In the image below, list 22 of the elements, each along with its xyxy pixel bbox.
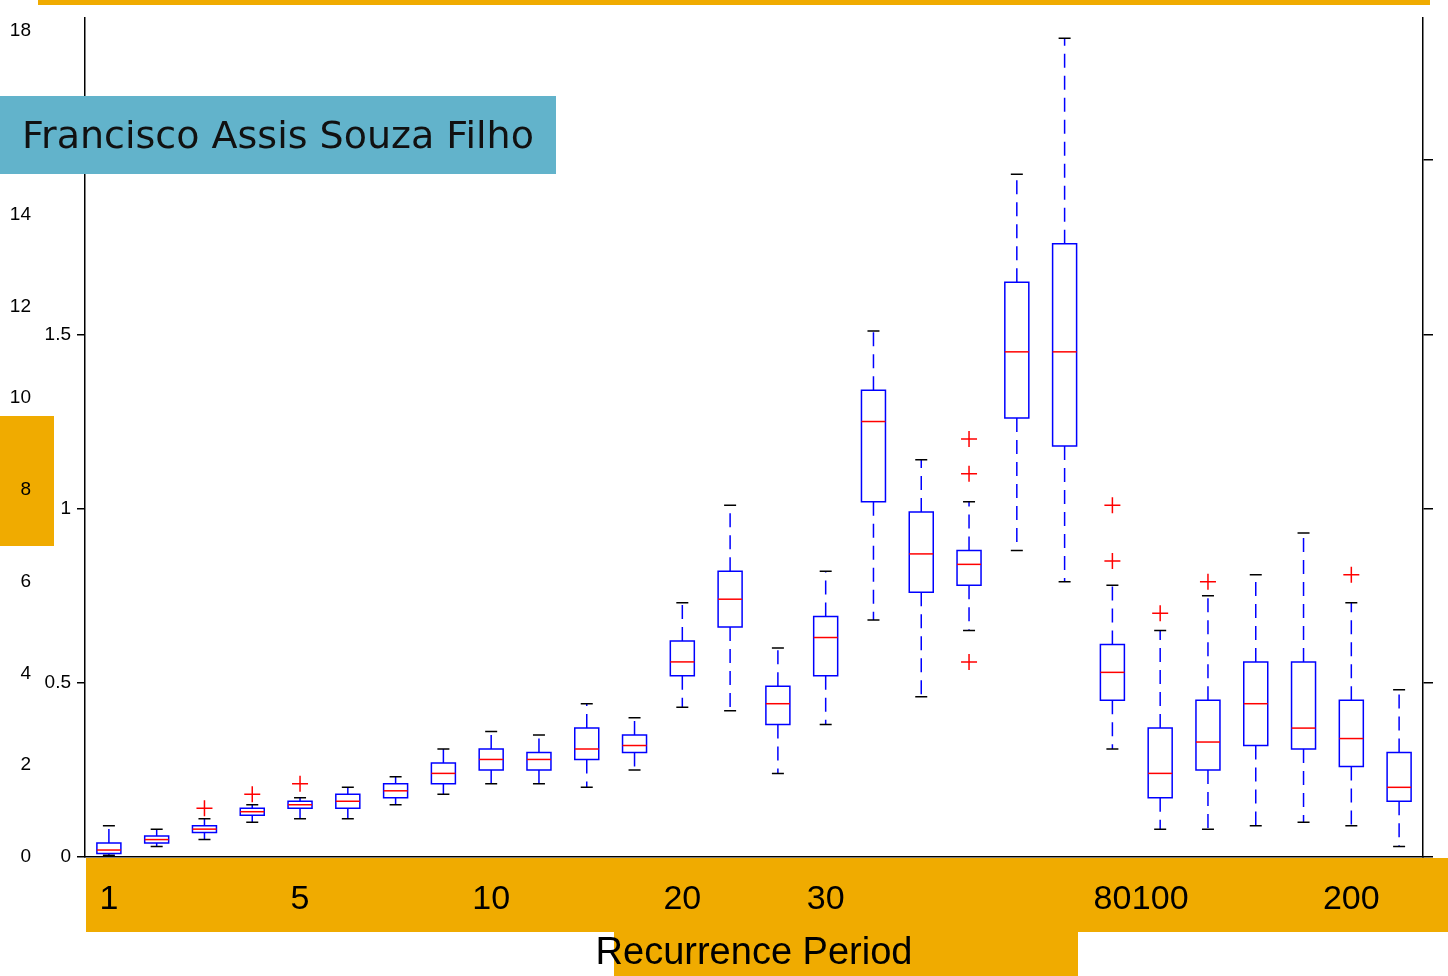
y2-tick-label: 14: [9, 202, 32, 224]
y2-tick-label: 18: [9, 19, 31, 41]
y2-tick-label: 4: [20, 661, 32, 683]
x-tick-label: 80: [1093, 877, 1132, 916]
x-tick-label: 20: [663, 877, 702, 916]
x-tick-label: 100: [1131, 877, 1189, 916]
y2-tick-label: 8: [20, 478, 31, 500]
x-tick-label: 30: [806, 877, 845, 916]
y2-tick-label: 6: [20, 569, 31, 591]
annotation: Francisco Assis Souza Filho: [0, 96, 556, 174]
y-tick-label: 1: [60, 496, 71, 518]
y2-tick-label: 12: [9, 294, 31, 316]
y-tick-label: 0.5: [44, 671, 71, 693]
x-tick-label: 5: [290, 877, 310, 916]
y2-tick-label: 10: [9, 386, 31, 408]
y-tick-label: 1.5: [44, 322, 71, 344]
y2-tick-label: 0: [20, 845, 31, 867]
x-tick-label: 1: [99, 877, 119, 916]
y-tick-label: 0: [60, 845, 71, 867]
x-tick-label: 10: [472, 877, 511, 916]
x-tick-label: 200: [1322, 877, 1380, 916]
y2-tick-label: 2: [20, 753, 31, 775]
